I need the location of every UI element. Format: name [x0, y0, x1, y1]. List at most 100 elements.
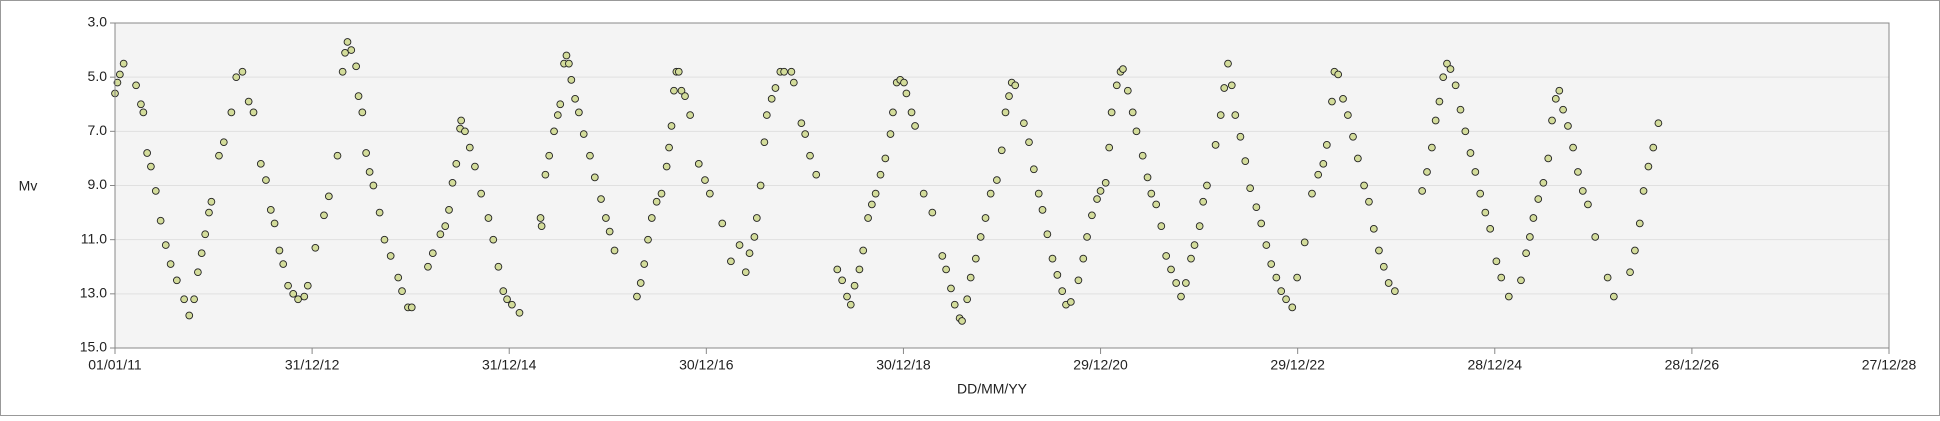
point: [1517, 276, 1525, 285]
point: [1025, 138, 1033, 147]
point: [1379, 262, 1388, 271]
point: [1466, 149, 1475, 157]
point: [767, 94, 776, 103]
point: [928, 208, 937, 217]
x-tick-label: 01/01/11: [88, 357, 142, 373]
point: [756, 181, 765, 190]
point: [1043, 230, 1052, 239]
point: [976, 233, 985, 241]
point: [325, 192, 333, 201]
point: [1569, 143, 1577, 152]
point: [249, 108, 258, 117]
point: [1548, 116, 1556, 125]
x-tick-label: 31/12/12: [285, 357, 340, 373]
point: [394, 273, 403, 282]
point: [1182, 279, 1190, 287]
point: [833, 265, 842, 274]
point: [1365, 197, 1373, 206]
point: [1128, 108, 1137, 117]
point: [868, 200, 876, 209]
point: [1334, 70, 1343, 79]
y-tick-label: 7.0: [88, 122, 108, 138]
point: [1053, 271, 1062, 279]
point: [662, 162, 671, 171]
x-axis-label: DD/MM/YY: [957, 381, 1028, 397]
point: [640, 260, 649, 268]
point: [1555, 86, 1564, 95]
point: [1034, 189, 1043, 198]
point: [1578, 187, 1587, 195]
point: [1074, 276, 1083, 285]
point: [550, 127, 558, 136]
point: [1262, 241, 1271, 249]
point: [562, 51, 571, 60]
point: [876, 170, 885, 179]
point: [452, 159, 461, 168]
point: [565, 59, 573, 68]
x-tick-label: 29/12/22: [1270, 357, 1325, 373]
point: [571, 94, 579, 103]
point: [667, 122, 676, 130]
x-tick-label: 31/12/14: [482, 357, 537, 373]
point: [161, 241, 170, 249]
point: [461, 127, 469, 136]
point: [1339, 94, 1347, 103]
point: [1058, 287, 1067, 295]
point: [1038, 206, 1047, 214]
point: [665, 143, 673, 152]
x-tick-label: 27/12/28: [1862, 357, 1917, 373]
point: [1216, 111, 1225, 119]
point: [1391, 287, 1399, 295]
point: [701, 176, 709, 184]
point: [735, 241, 744, 249]
point: [270, 219, 279, 228]
point: [801, 130, 810, 138]
point: [1439, 73, 1448, 82]
point: [1300, 238, 1309, 247]
point: [1428, 143, 1436, 152]
point: [636, 279, 645, 287]
point: [1456, 105, 1465, 114]
point: [448, 178, 457, 187]
point: [1471, 168, 1480, 176]
point: [1476, 189, 1485, 198]
point: [1574, 168, 1582, 176]
point: [380, 235, 389, 244]
point: [172, 276, 181, 285]
point: [705, 189, 714, 198]
point: [787, 67, 796, 76]
point: [1435, 97, 1444, 106]
point: [279, 260, 288, 268]
point: [1277, 287, 1286, 295]
point: [1119, 65, 1127, 73]
point: [1529, 214, 1538, 222]
point: [545, 151, 554, 160]
point: [855, 265, 864, 274]
point: [489, 235, 498, 244]
point: [1591, 233, 1600, 241]
point: [1101, 178, 1110, 187]
point: [677, 86, 686, 95]
point: [428, 249, 437, 258]
point: [670, 86, 678, 95]
point: [1272, 273, 1281, 282]
point: [284, 281, 292, 290]
point: [947, 284, 955, 293]
point: [365, 168, 374, 176]
point: [745, 249, 754, 258]
point: [1504, 292, 1513, 301]
point: [902, 89, 911, 98]
point: [1067, 298, 1075, 306]
y-tick-label: 3.0: [88, 14, 108, 30]
point: [445, 206, 453, 214]
point: [850, 281, 859, 290]
point: [320, 211, 328, 220]
point: [1322, 141, 1331, 149]
point: [1112, 81, 1121, 90]
point: [1220, 84, 1229, 92]
point: [1631, 246, 1639, 255]
point: [1088, 211, 1096, 220]
point: [244, 97, 253, 106]
point: [971, 254, 980, 263]
